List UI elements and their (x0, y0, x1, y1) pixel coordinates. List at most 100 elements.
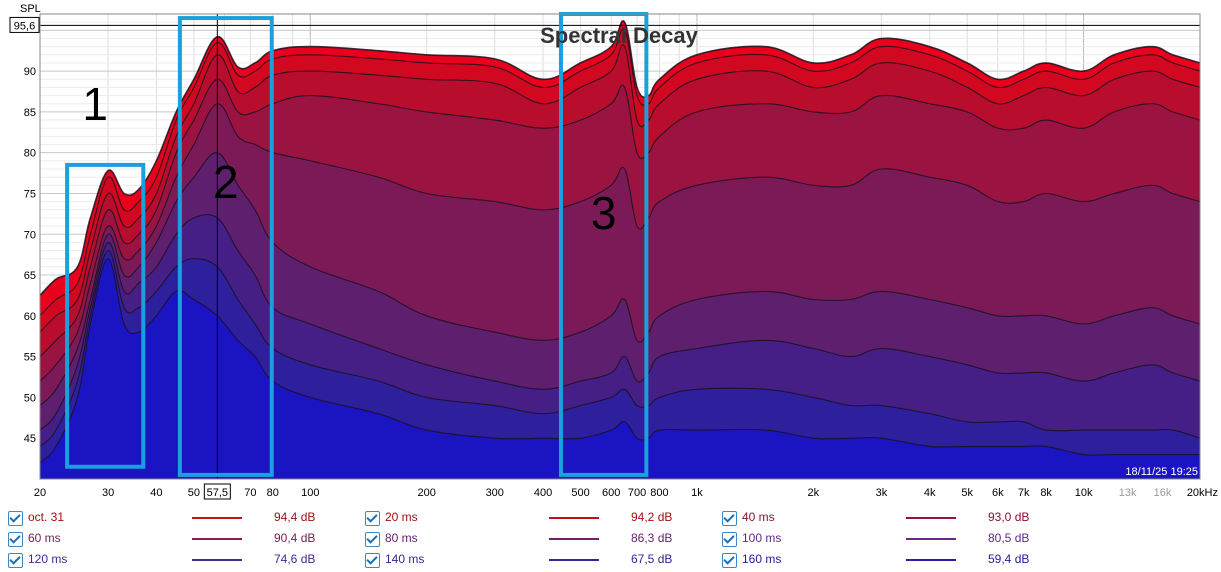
x-tick-label: 800 (650, 487, 668, 499)
y-tick-label: 85 (24, 107, 36, 119)
legend-line-swatch (549, 517, 599, 519)
x-tick-label: 300 (486, 487, 504, 499)
decay-areas (40, 20, 1200, 479)
spectral-decay-chart[interactable]: 1 2 3 45 50 55 60 65 70 75 80 85 90 95,6 20 30 40 50 70 80… (0, 0, 1221, 505)
x-tick-label: 50 (188, 487, 200, 499)
y-axis-label: SPL (20, 3, 41, 15)
legend-item: 120 ms 74,6 dB (8, 552, 348, 572)
x-tick-label: 30 (102, 487, 114, 499)
legend-item: 80 ms 86,3 dB (365, 531, 705, 551)
legend-label: 140 ms (385, 552, 425, 566)
legend-value: 94,4 dB (274, 510, 316, 524)
annotation-label-3: 3 (591, 187, 617, 239)
legend-value: 93,0 dB (988, 510, 1030, 524)
legend-line-swatch (906, 538, 956, 540)
legend-checkbox[interactable] (365, 553, 380, 568)
cursor-y-box (9, 16, 40, 33)
legend-value: 90,4 dB (274, 531, 316, 545)
y-tick-label: 90 (24, 66, 36, 78)
cursor-y-label: 95,6 (14, 20, 35, 32)
legend-value: 74,6 dB (274, 552, 316, 566)
y-tick-label: 55 (24, 352, 36, 364)
timestamp: 18/11/25 19:25 (1125, 466, 1198, 478)
legend-item: 140 ms 67,5 dB (365, 552, 705, 572)
decay-line-6 (40, 152, 1200, 406)
legend-label: 20 ms (385, 510, 418, 524)
legend-label: 60 ms (28, 531, 61, 545)
x-tick-label: 16k (1154, 487, 1172, 499)
legend-checkbox[interactable] (722, 553, 737, 568)
annotation-box-2 (177, 16, 274, 477)
legend-value: 67,5 dB (631, 552, 673, 566)
y-tick-label: 45 (24, 433, 36, 445)
cursor-x-box (203, 483, 231, 500)
legend-item: 100 ms 80,5 dB (722, 531, 1062, 551)
x-tick-label: 80 (267, 487, 279, 499)
legend-item: 160 ms 59,4 dB (722, 552, 1062, 572)
annotation-label-1: 1 (82, 78, 108, 130)
y-tick-label: 50 (24, 392, 36, 404)
y-tick-label: 80 (24, 148, 36, 160)
decay-line-5 (40, 103, 1200, 382)
legend-line-swatch (192, 538, 242, 540)
legend-checkbox[interactable] (8, 553, 23, 568)
legend-label: 80 ms (385, 531, 418, 545)
legend-label: 120 ms (28, 552, 68, 566)
x-tick-label: 400 (534, 487, 552, 499)
x-tick-label: 20 (34, 487, 46, 499)
legend-label: oct. 31 (28, 510, 65, 524)
decay-line-4 (40, 78, 1200, 357)
legend-line-swatch (906, 517, 956, 519)
legend-line-swatch (192, 517, 242, 519)
annotation-box-1 (65, 162, 146, 469)
legend-label: 40 ms (742, 510, 775, 524)
x-tick-label: 1k (691, 487, 703, 499)
x-tick-label: 8k (1040, 487, 1052, 499)
legend-item: oct. 31 94,4 dB (8, 510, 348, 530)
x-tick-label: 40 (150, 487, 162, 499)
legend-value: 86,3 dB (631, 531, 673, 545)
legend-item: 60 ms 90,4 dB (8, 531, 348, 551)
legend-checkbox[interactable] (365, 511, 380, 526)
y-tick-label: 70 (24, 229, 36, 241)
x-tick-label: 13k (1119, 487, 1137, 499)
chart-title: Spectral Decay (540, 23, 699, 48)
annotation-label-2: 2 (213, 156, 239, 208)
legend-line-swatch (906, 559, 956, 561)
x-tick-label: 5k (961, 487, 973, 499)
legend-checkbox[interactable] (722, 532, 737, 547)
x-tick-label: 7k (1018, 487, 1030, 499)
legend-value: 59,4 dB (988, 552, 1030, 566)
x-tick-label: 2k (808, 487, 820, 499)
legend-line-swatch (549, 538, 599, 540)
y-tick-label: 75 (24, 188, 36, 200)
x-tick-label: 500 (571, 487, 589, 499)
legend-checkbox[interactable] (365, 532, 380, 547)
x-tick-label: 4k (924, 487, 936, 499)
legend-line-swatch (192, 559, 242, 561)
x-tick-label: 200 (417, 487, 435, 499)
x-tick-label: 600 (602, 487, 620, 499)
x-tick-label: 100 (301, 487, 319, 499)
axes: 45 50 55 60 65 70 75 80 85 90 95,6 20 30 40 50 70 80 100 2… (9, 13, 1218, 500)
decay-line-1 (40, 20, 1200, 296)
legend-label: 100 ms (742, 531, 782, 545)
decay-line-7 (40, 214, 1200, 431)
legend-value: 80,5 dB (988, 531, 1030, 545)
legend-checkbox[interactable] (8, 511, 23, 526)
x-tick-label: 20kHz (1187, 487, 1218, 499)
y-tick-label: 60 (24, 311, 36, 323)
legend-value: 94,2 dB (631, 510, 673, 524)
legend-item: 20 ms 94,2 dB (365, 510, 705, 530)
legend-item: 40 ms 93,0 dB (722, 510, 1062, 530)
decay-line-2 (40, 28, 1200, 317)
x-tick-label: 6k (992, 487, 1004, 499)
legend-checkbox[interactable] (722, 511, 737, 526)
x-tick-label: 700 (628, 487, 646, 499)
legend-label: 160 ms (742, 552, 782, 566)
decay-line-3 (40, 44, 1200, 333)
plot-frame (39, 13, 1201, 480)
legend-checkbox[interactable] (8, 532, 23, 547)
x-tick-label: 3k (876, 487, 888, 499)
decay-area-9 (40, 258, 1200, 479)
